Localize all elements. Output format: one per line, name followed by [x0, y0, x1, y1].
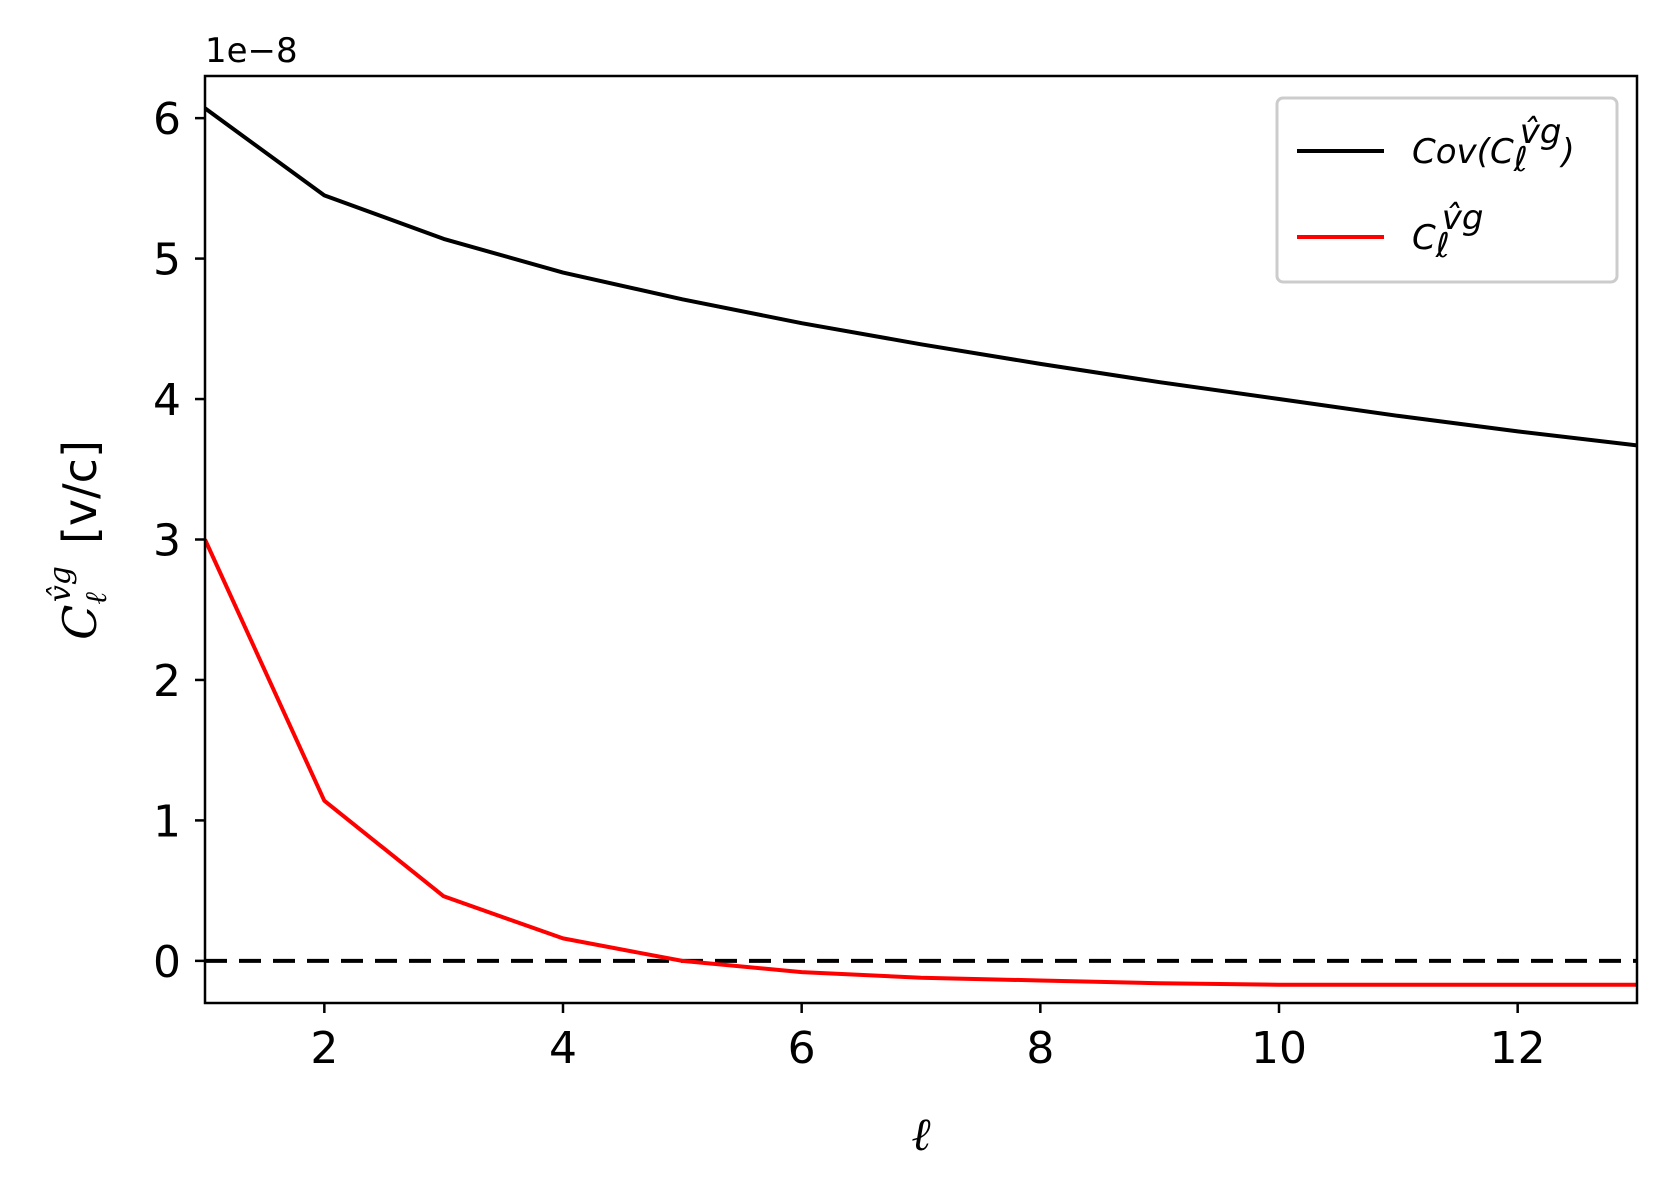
- axes-frame: [203, 74, 1639, 1005]
- x-tick-label: 8: [1026, 1023, 1054, 1074]
- y-tick-label: 6: [153, 94, 181, 145]
- y-label-units: [v/c]: [53, 440, 107, 544]
- svg-text:Cℓv̂g[v/c]: Cℓv̂g [v/c]: [43, 440, 114, 640]
- y-offset-label: 1e−8: [205, 31, 298, 71]
- legend-label: Cℓv̂g: [1412, 198, 1484, 266]
- x-tick-label: 4: [549, 1023, 577, 1074]
- x-tick-label: 2: [310, 1023, 338, 1074]
- y-label-symbol: C: [53, 605, 107, 640]
- x-tick-label: 12: [1490, 1023, 1546, 1074]
- x-tick-label: 10: [1251, 1023, 1307, 1074]
- y-tick-label: 0: [153, 937, 181, 988]
- y-axis-label: Cℓv̂g [v/c]: [43, 440, 114, 640]
- y-label-subscript: ℓ: [79, 592, 114, 605]
- y-tick-label: 4: [153, 375, 181, 426]
- legend-label: Cov(Cℓv̂g): [1412, 112, 1575, 180]
- y-axis-ticks: 0 1 2 3 4 5 6: [153, 94, 205, 988]
- series-line-cross-power: [205, 538, 1637, 987]
- legend: Cov(Cℓv̂g) Cℓv̂g: [1275, 96, 1619, 284]
- y-tick-label: 1: [153, 796, 181, 847]
- plot-lines: [205, 106, 1637, 987]
- series-line-covariance: [205, 106, 1637, 448]
- x-axis-ticks: 2 4 6 8 10 12: [310, 1003, 1546, 1074]
- legend-entries: Cov(Cℓv̂g) Cℓv̂g: [1297, 112, 1575, 266]
- y-tick-label: 3: [153, 516, 181, 567]
- y-tick-label: 2: [153, 656, 181, 707]
- series-group: [205, 106, 1637, 987]
- x-axis-label: ℓ: [911, 1107, 931, 1161]
- x-tick-label: 6: [788, 1023, 816, 1074]
- y-tick-label: 5: [153, 235, 181, 286]
- y-label-superscript: v̂g: [43, 566, 78, 602]
